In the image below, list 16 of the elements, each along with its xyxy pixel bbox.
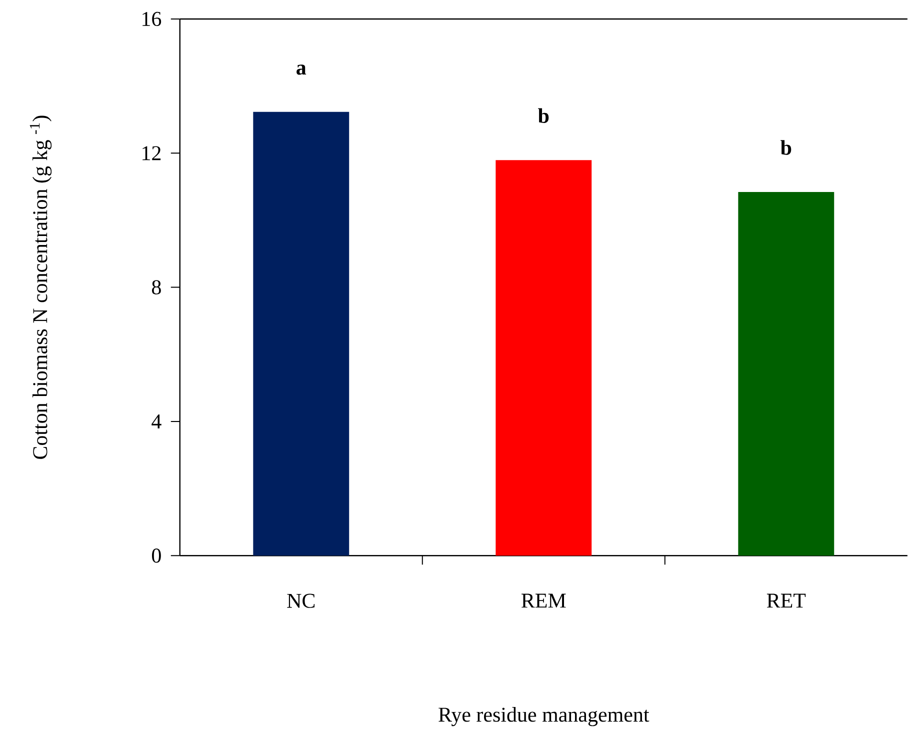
- bar: [496, 160, 592, 556]
- annotation: b: [780, 140, 792, 156]
- y-tick-label: 16: [142, 12, 162, 26]
- y-tick-label: 12: [142, 146, 161, 160]
- y-tick-label: 0: [152, 548, 161, 563]
- y-tick-label: 4: [152, 414, 162, 429]
- annotation: b: [538, 108, 549, 124]
- bar: [253, 112, 350, 556]
- y-axis-title: Cotton biomass N concentration (g kg $^{-1}$): [30, 116, 52, 460]
- x-axis-title: Rye residue management: [438, 707, 650, 726]
- annotation: a: [296, 64, 306, 75]
- x-tick-label: RET: [766, 594, 806, 608]
- x-tick-label: NC: [287, 594, 315, 608]
- bar: [738, 192, 834, 556]
- x-tick-label: REM: [522, 594, 566, 608]
- y-tick-label: 8: [152, 280, 161, 295]
